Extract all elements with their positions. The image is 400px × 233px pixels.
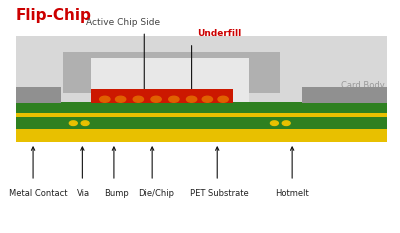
Bar [16, 36, 387, 142]
Circle shape [133, 96, 144, 102]
Circle shape [69, 121, 77, 126]
Text: Flip-Chip: Flip-Chip [16, 8, 92, 23]
Circle shape [202, 96, 212, 102]
Bar [91, 58, 249, 104]
Bar [16, 87, 62, 103]
Circle shape [81, 121, 89, 126]
Text: Active Chip Side: Active Chip Side [86, 18, 160, 27]
Text: Die/Chip: Die/Chip [138, 189, 174, 198]
Circle shape [100, 96, 110, 102]
Text: Via: Via [76, 189, 90, 198]
Bar [16, 117, 387, 129]
Text: Metal Contact: Metal Contact [8, 189, 67, 198]
Circle shape [270, 121, 278, 126]
Text: Underfill: Underfill [197, 29, 241, 38]
Bar [16, 102, 387, 113]
Circle shape [218, 96, 228, 102]
Bar [64, 52, 280, 93]
Circle shape [151, 96, 161, 102]
Text: Bump: Bump [104, 189, 129, 198]
Bar [91, 89, 233, 103]
Text: Card Body: Card Body [342, 81, 385, 90]
Bar [16, 113, 387, 117]
Circle shape [282, 121, 290, 126]
Text: Hotmelt: Hotmelt [275, 189, 309, 198]
Circle shape [116, 96, 126, 102]
Circle shape [169, 96, 179, 102]
Bar [16, 129, 387, 142]
Bar [302, 87, 387, 103]
Circle shape [186, 96, 197, 102]
Text: PET Substrate: PET Substrate [190, 189, 248, 198]
